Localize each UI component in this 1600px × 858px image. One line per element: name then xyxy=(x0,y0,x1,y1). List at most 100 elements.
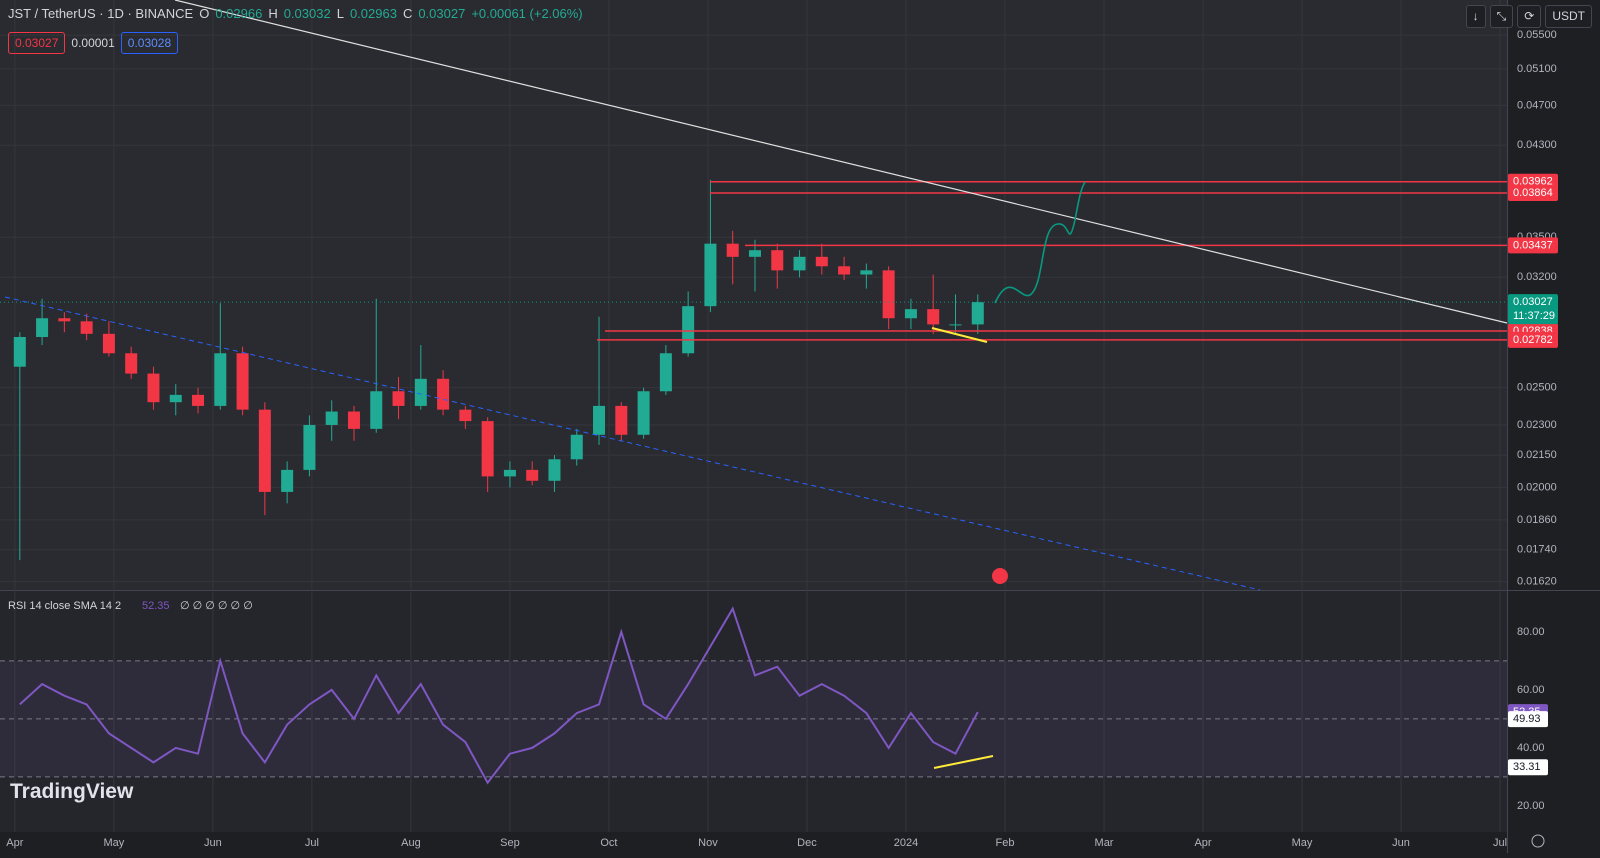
candle-body xyxy=(971,302,984,325)
level-tag xyxy=(1508,237,1558,254)
x-tick-label: Apr xyxy=(1194,837,1211,849)
x-tick-label: Jul xyxy=(305,837,319,849)
candle-body xyxy=(303,424,316,470)
x-tick-label: Feb xyxy=(996,837,1015,849)
candle-body xyxy=(615,405,628,435)
level-tag xyxy=(1508,185,1558,202)
x-tick-label: Mar xyxy=(1095,837,1114,849)
level-label: 0.03864 xyxy=(1513,187,1553,199)
candle-body xyxy=(904,309,917,319)
ohlc-label: L xyxy=(336,6,344,21)
candle-body xyxy=(860,270,873,275)
candle-body xyxy=(793,256,806,271)
last-price-label: 0.03027 xyxy=(1513,296,1553,308)
candle-body xyxy=(169,394,182,403)
candle-body xyxy=(704,243,717,307)
candle-body xyxy=(637,391,650,435)
candle-body xyxy=(437,378,450,410)
currency-select[interactable]: USDT xyxy=(1545,5,1592,28)
candle-body xyxy=(281,469,294,492)
candle-body xyxy=(526,469,539,481)
candle-body xyxy=(147,373,160,403)
candle-body xyxy=(36,318,49,338)
symbol[interactable]: JST / TetherUS · 1D · BINANCE xyxy=(8,6,194,21)
trend-line-dashed xyxy=(4,296,1261,591)
y-tick-label: 0.01620 xyxy=(1517,576,1557,588)
x-tick-label: Jun xyxy=(204,837,222,849)
x-tick-label: May xyxy=(1292,837,1313,849)
rsi-value-label: 33.31 xyxy=(1513,761,1541,773)
candle-body xyxy=(503,469,516,477)
spread: 0.00001 xyxy=(71,36,115,50)
sell-button[interactable]: 0.03027 xyxy=(8,32,66,54)
countdown: 11:37:29 xyxy=(1513,310,1555,322)
rsi-title: RSI 14 close SMA 14 2 xyxy=(8,600,121,612)
candle-body xyxy=(392,391,405,406)
level-label: 0.03962 xyxy=(1513,176,1553,188)
price-pane xyxy=(0,0,1507,590)
rsi-value-tag xyxy=(1508,759,1548,776)
rsi-pane xyxy=(0,591,1507,832)
candle-body xyxy=(949,324,962,326)
candle-body xyxy=(214,353,227,406)
candle-body xyxy=(258,409,271,492)
candle-body xyxy=(838,266,851,275)
tool-button[interactable]: ⤡ xyxy=(1489,5,1514,28)
tool-button[interactable]: ⟳ xyxy=(1517,5,1542,28)
brand-logo: TradingView xyxy=(10,780,134,803)
y-tick-label: 0.01860 xyxy=(1517,514,1557,526)
y-tick-label: 0.02300 xyxy=(1517,419,1557,431)
rsi-value: 52.35 xyxy=(142,600,170,612)
settings-icon[interactable] xyxy=(1531,834,1545,848)
x-tick-label: Sep xyxy=(500,837,520,849)
y-tick-label: 0.03200 xyxy=(1517,271,1557,283)
divergence-line xyxy=(933,755,994,769)
candle-body xyxy=(125,353,138,374)
x-tick-label: May xyxy=(103,837,124,849)
candle-body xyxy=(192,394,205,406)
x-tick-label: 2024 xyxy=(894,837,918,849)
ohlc-value: 0.02966 xyxy=(215,6,263,21)
candle-body xyxy=(325,411,338,425)
x-tick-label: Aug xyxy=(401,837,421,849)
candle-body xyxy=(682,306,695,354)
candle-body xyxy=(593,405,606,435)
level-tag xyxy=(1508,331,1558,348)
candle-body xyxy=(459,409,472,422)
y-tick-label: 0.05500 xyxy=(1517,29,1557,41)
ohlc-value: 0.02963 xyxy=(349,6,397,21)
buy-button[interactable]: 0.03028 xyxy=(120,32,179,54)
grid xyxy=(0,0,1507,832)
y-tick-label: 0.04300 xyxy=(1517,139,1557,151)
candle-body xyxy=(771,250,784,271)
quote: 0.03027 0.00001 0.03028 xyxy=(8,32,179,54)
y-tick-label: 80.00 xyxy=(1517,626,1545,638)
last-price-tag xyxy=(1508,294,1558,325)
event-icon[interactable] xyxy=(992,568,1008,584)
level-label: 0.02782 xyxy=(1513,334,1553,346)
candle-body xyxy=(570,434,583,460)
rsi-line xyxy=(19,606,979,785)
candle-body xyxy=(414,378,427,406)
candle-body xyxy=(58,318,71,322)
candle-body xyxy=(370,391,383,429)
tool-button[interactable]: ↓ xyxy=(1465,5,1486,28)
x-tick-label: Dec xyxy=(797,837,817,849)
symbol-header: JST / TetherUS · 1D · BINANCE O 0.02966 H… xyxy=(8,6,583,21)
y-tick-label: 0.01740 xyxy=(1517,544,1557,556)
candle-body xyxy=(13,337,26,367)
candle-body xyxy=(726,243,739,257)
x-tick-label: Jun xyxy=(1392,837,1410,849)
y-tick-label: 0.02500 xyxy=(1517,382,1557,394)
ohlc-label: C xyxy=(402,6,413,21)
marks xyxy=(0,179,1507,785)
trend-line xyxy=(174,0,1508,324)
candle-body xyxy=(481,421,494,477)
ohlc-label: H xyxy=(268,6,278,21)
y-tick-label: 0.02000 xyxy=(1517,481,1557,493)
candle-body xyxy=(102,333,115,354)
rsi-value-tag xyxy=(1508,711,1548,728)
candle-body xyxy=(347,411,360,429)
